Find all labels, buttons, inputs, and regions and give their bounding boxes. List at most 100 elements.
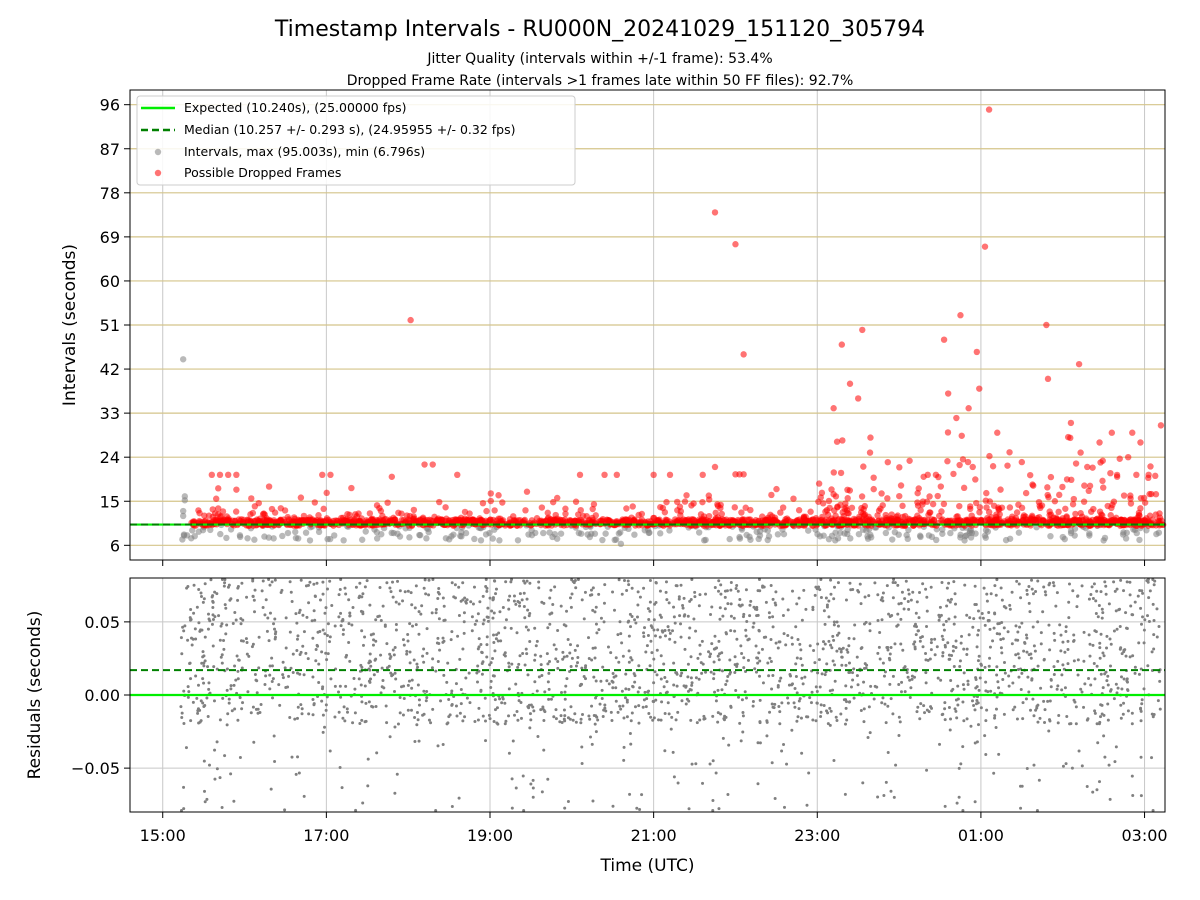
residual-point [539, 654, 543, 658]
residual-point [338, 766, 342, 770]
residual-point [630, 711, 634, 715]
residual-point [666, 625, 670, 629]
residual-point [645, 644, 649, 648]
residual-point [396, 722, 400, 726]
residual-point [238, 696, 242, 700]
residual-point [425, 627, 429, 631]
residual-point [972, 703, 976, 707]
residual-point [635, 806, 639, 810]
residual-point [795, 602, 799, 606]
residual-point [235, 654, 239, 658]
residual-point [487, 713, 491, 717]
residual-point [883, 702, 887, 706]
residual-point [540, 674, 544, 678]
residual-point [993, 714, 997, 718]
residual-point [296, 634, 300, 638]
residual-point [676, 781, 680, 785]
residual-point [1102, 734, 1106, 738]
residual-point [427, 578, 431, 582]
residual-point [943, 707, 947, 711]
residual-point [614, 699, 618, 703]
residual-point [833, 585, 837, 589]
residual-point [643, 626, 647, 630]
residual-point [945, 586, 949, 590]
residual-point [415, 710, 419, 714]
residual-point [911, 590, 915, 594]
residual-point [1056, 659, 1060, 663]
intervals-gridlines [130, 90, 1165, 560]
residual-point [402, 643, 406, 647]
time-x-tick-label: 01:00 [958, 826, 1004, 845]
residual-point [462, 620, 466, 624]
residual-point [948, 728, 952, 732]
residual-point [878, 657, 882, 661]
residual-point [1052, 672, 1056, 676]
residual-point [344, 592, 348, 596]
dropped-frame-point [661, 509, 669, 516]
residual-point [408, 661, 412, 665]
dropped-frame-point [1062, 505, 1069, 512]
dropped-frame-point [516, 517, 524, 524]
residual-point [628, 612, 632, 616]
residual-point [675, 684, 679, 688]
residual-point [1113, 589, 1117, 593]
residual-point [361, 592, 365, 596]
dropped-frame-point [844, 495, 851, 502]
dropped-frame-point [714, 502, 722, 510]
residual-point [507, 665, 511, 669]
interval-point [340, 537, 347, 544]
residual-point [659, 654, 663, 658]
residual-point [368, 603, 372, 607]
residual-point [564, 684, 568, 688]
residual-point [925, 609, 929, 613]
residual-point [723, 607, 727, 611]
residual-point [755, 605, 759, 609]
residual-point [794, 662, 798, 666]
dropped-frame-point [215, 505, 222, 512]
residual-point [903, 597, 907, 601]
dropped-frame-point [944, 458, 951, 465]
legend-dropped-swatch [154, 169, 162, 177]
residual-point [795, 691, 799, 695]
residual-point [422, 660, 426, 664]
residual-point [646, 607, 650, 611]
residual-point [1150, 756, 1154, 760]
residual-point [689, 676, 693, 680]
interval-point [1153, 530, 1160, 538]
interval-point [631, 531, 638, 538]
residual-point [698, 718, 702, 722]
residual-point [540, 790, 544, 794]
residual-point [459, 702, 463, 706]
residual-point [707, 650, 711, 654]
dropped-frame-point [983, 489, 990, 497]
residual-point [341, 632, 345, 636]
residual-point [1013, 705, 1017, 709]
dropped-frame-point [958, 432, 965, 439]
residual-point [637, 704, 641, 708]
residual-point [1112, 629, 1116, 633]
residual-point [478, 600, 482, 604]
dropped-frame-point [1064, 433, 1072, 441]
residual-point [508, 594, 512, 598]
residual-point [531, 778, 535, 782]
residual-point [1122, 677, 1126, 681]
residual-point [771, 673, 775, 677]
residual-point [475, 680, 479, 684]
residual-point [770, 687, 774, 691]
residual-point [756, 661, 760, 665]
residual-point [655, 673, 659, 677]
residual-point [726, 602, 730, 606]
interval-point [394, 530, 401, 537]
dropped-frame-point [712, 509, 719, 517]
residual-point [1099, 590, 1103, 594]
residual-point [436, 659, 440, 663]
residual-point [1092, 582, 1096, 586]
residual-point [393, 791, 397, 795]
dropped-frame-point [944, 429, 952, 436]
dropped-frame-point [912, 516, 919, 523]
dropped-frame-point [1051, 498, 1059, 505]
residual-point [201, 655, 205, 659]
residual-point [388, 586, 392, 590]
residual-point [580, 745, 584, 749]
